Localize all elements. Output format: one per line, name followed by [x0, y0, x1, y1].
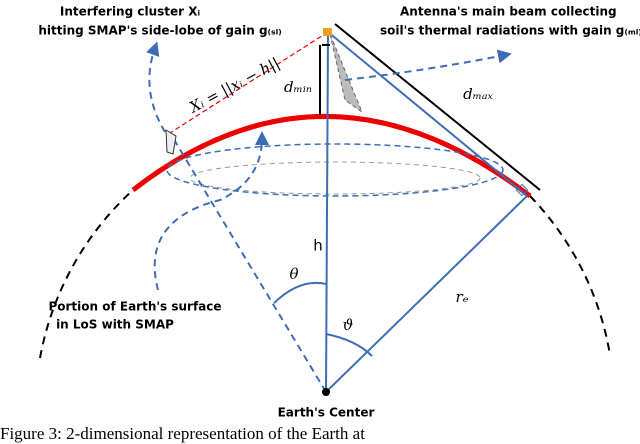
label: Interfering cluster Xᵢ	[60, 5, 200, 19]
label: in LoS with SMAP	[56, 318, 174, 332]
dmax-line	[334, 23, 541, 191]
earth-outline	[529, 195, 611, 356]
visible-surface	[131, 114, 532, 198]
earth-center	[322, 388, 330, 396]
earth-outline	[39, 189, 134, 359]
h-line	[325, 31, 329, 393]
label: Earth's Center	[278, 406, 375, 420]
radius-line	[325, 195, 528, 393]
arrow	[146, 41, 166, 133]
re-label: rₑ	[456, 288, 469, 306]
tangent-line	[327, 31, 528, 197]
h-label: h	[313, 237, 323, 255]
label: Antenna's main beam collecting	[400, 5, 617, 19]
arrow	[153, 131, 269, 291]
vartheta-arc	[325, 333, 373, 357]
theta-label: θ	[289, 265, 298, 283]
interferer-icon	[165, 129, 177, 155]
vartheta-label: ϑ	[343, 316, 354, 334]
label: soil's thermal radiations with gain g₍ₘₗ…	[380, 24, 640, 38]
caption: Figure 3: 2-dimensional representation o…	[0, 424, 365, 443]
interferer-radius	[169, 132, 327, 393]
dmin-label: dₘᵢₙ	[284, 78, 312, 96]
right-angle	[515, 183, 529, 197]
dmax-label: dₘₐₓ	[463, 85, 493, 103]
distance-label: Xᵢ = ||xᵢ − h||	[186, 54, 283, 117]
footprint-ellipse	[189, 161, 481, 195]
satellite	[323, 28, 332, 36]
label: Portion of Earth's surface	[48, 300, 221, 314]
interferer-distance	[169, 31, 329, 134]
arrow	[344, 49, 512, 81]
footprint-ellipse	[166, 143, 504, 197]
label: hitting SMAP's side-lobe of gain g₍ₛₗ₎	[38, 24, 281, 38]
main-beam	[329, 33, 364, 114]
theta-arc	[273, 281, 327, 304]
